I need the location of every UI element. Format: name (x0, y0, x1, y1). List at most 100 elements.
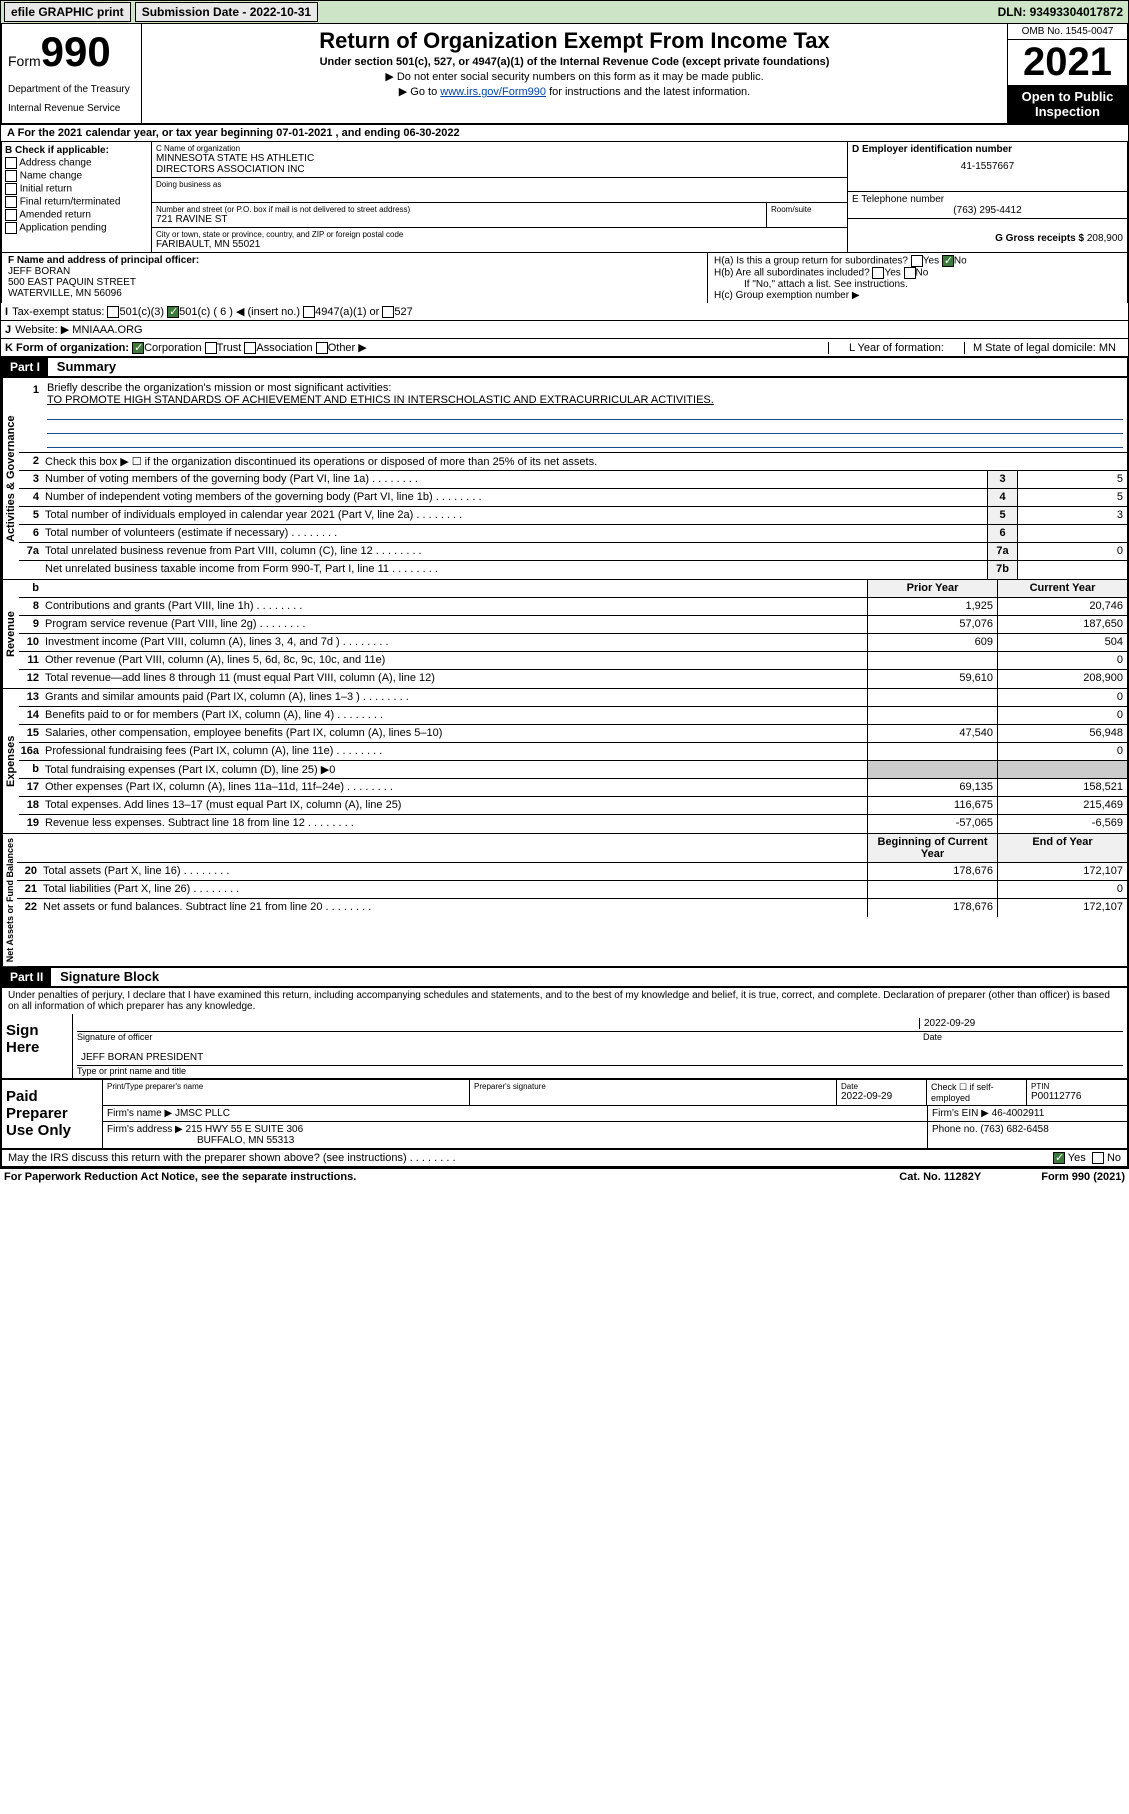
gross-cell: G Gross receipts $ 208,900 (848, 219, 1127, 246)
q2: Check this box ▶ ☐ if the organization d… (43, 453, 1127, 470)
f-h-grid: F Name and address of principal officer:… (0, 252, 1129, 303)
subdate-label: Submission Date - (142, 5, 250, 19)
k-trust[interactable] (205, 342, 217, 354)
h-b-note: If "No," attach a list. See instructions… (714, 279, 1121, 290)
ha-yes[interactable] (911, 255, 923, 267)
col-b: B Check if applicable: Address change Na… (2, 142, 152, 252)
activities-section: Activities & Governance 1 Briefly descri… (0, 378, 1129, 580)
tax-year: 2021 (1008, 40, 1127, 85)
cb-name[interactable]: Name change (5, 170, 148, 182)
i-501c3[interactable] (107, 306, 119, 318)
type-name-label: Type or print name and title (77, 1066, 1123, 1076)
l21: Total liabilities (Part X, line 26) (41, 881, 867, 898)
sig-officer-label: Signature of officer (77, 1032, 923, 1042)
officer-addr: 500 EAST PAQUIN STREET (8, 277, 701, 288)
f-cell: F Name and address of principal officer:… (2, 253, 707, 303)
footer: For Paperwork Reduction Act Notice, see … (0, 1168, 1129, 1185)
l15: Salaries, other compensation, employee b… (43, 725, 867, 742)
part1-label: Part I (2, 358, 48, 376)
check-self: Check ☐ if self-employed (927, 1080, 1027, 1105)
may-irs-row: May the IRS discuss this return with the… (0, 1150, 1129, 1168)
l19p: -57,065 (867, 815, 997, 833)
paid-preparer-block: Paid Preparer Use Only Print/Type prepar… (0, 1080, 1129, 1150)
ein-val: 41-1557667 (852, 161, 1123, 172)
q5: Total number of individuals employed in … (43, 507, 987, 524)
cat-no: Cat. No. 11282Y (899, 1171, 981, 1183)
top-bar: efile GRAPHIC print Submission Date - 20… (0, 0, 1129, 24)
efile-btn[interactable]: efile GRAPHIC print (4, 2, 131, 22)
firm-phone: (763) 682-6458 (980, 1124, 1048, 1135)
vert-activities: Activities & Governance (2, 378, 19, 579)
col-prior: Prior Year (867, 580, 997, 597)
date-label: Date (923, 1032, 1123, 1042)
l11p (867, 652, 997, 669)
cb-final[interactable]: Final return/terminated (5, 196, 148, 208)
l16a: Professional fundraising fees (Part IX, … (43, 743, 867, 760)
cb-initial[interactable]: Initial return (5, 183, 148, 195)
l18c: 215,469 (997, 797, 1127, 814)
l12: Total revenue—add lines 8 through 11 (mu… (43, 670, 867, 688)
part2-header: Part II Signature Block (0, 968, 1129, 988)
form-990-label: Form 990 (2021) (1041, 1171, 1125, 1183)
ptin: P00112776 (1031, 1091, 1123, 1102)
mayirs-no[interactable] (1092, 1152, 1104, 1164)
main-title: Return of Organization Exempt From Incom… (146, 28, 1003, 54)
cb-amended[interactable]: Amended return (5, 209, 148, 221)
hb-yes[interactable] (872, 267, 884, 279)
vert-expenses: Expenses (2, 689, 19, 833)
l19: Revenue less expenses. Subtract line 18 … (43, 815, 867, 833)
l12c: 208,900 (997, 670, 1127, 688)
goto-post: for instructions and the latest informat… (546, 86, 750, 98)
l19c: -6,569 (997, 815, 1127, 833)
l22c: 172,107 (997, 899, 1127, 917)
l21c: 0 (997, 881, 1127, 898)
paperwork-notice: For Paperwork Reduction Act Notice, see … (4, 1171, 356, 1183)
d-label: D Employer identification number (852, 144, 1123, 155)
q4v: 5 (1017, 489, 1127, 506)
subdate-btn: Submission Date - 2022-10-31 (135, 2, 318, 22)
h-cell: H(a) Is this a group return for subordin… (707, 253, 1127, 303)
firm-name: JMSC PLLC (175, 1108, 230, 1119)
l13: Grants and similar amounts paid (Part IX… (43, 689, 867, 706)
mission-text: TO PROMOTE HIGH STANDARDS OF ACHIEVEMENT… (47, 394, 1123, 406)
i-501c[interactable] (167, 306, 179, 318)
k-assoc[interactable] (244, 342, 256, 354)
addr-label: Number and street (or P.O. box if mail i… (156, 205, 762, 214)
l12p: 59,610 (867, 670, 997, 688)
l13c: 0 (997, 689, 1127, 706)
irs-link[interactable]: www.irs.gov/Form990 (440, 86, 546, 98)
h-c: H(c) Group exemption number ▶ (714, 290, 1121, 301)
org-name-cell: C Name of organization MINNESOTA STATE H… (152, 142, 847, 178)
open2: Inspection (1010, 104, 1125, 119)
mayirs-yes[interactable] (1053, 1152, 1065, 1164)
ha-no[interactable] (942, 255, 954, 267)
cb-app[interactable]: Application pending (5, 222, 148, 234)
l8c: 20,746 (997, 598, 1127, 615)
k-other[interactable] (316, 342, 328, 354)
phone-cell: E Telephone number (763) 295-4412 (848, 192, 1127, 219)
l9c: 187,650 (997, 616, 1127, 633)
c-label: C Name of organization (156, 144, 843, 153)
hb-no[interactable] (904, 267, 916, 279)
k-corp[interactable] (132, 342, 144, 354)
row-j: J Website: ▶ MNIAAA.ORG (0, 321, 1129, 339)
dba-label: Doing business as (156, 180, 843, 189)
prep-name-label: Print/Type preparer's name (107, 1082, 465, 1091)
i-527[interactable] (382, 306, 394, 318)
room-label: Room/suite (771, 205, 843, 214)
street-addr: 721 RAVINE ST (156, 214, 762, 225)
l11: Other revenue (Part VIII, column (A), li… (43, 652, 867, 669)
part1-title: Summary (57, 359, 116, 374)
cb-addr[interactable]: Address change (5, 157, 148, 169)
firm-ein: 46-4002911 (992, 1108, 1045, 1119)
i-4947[interactable] (303, 306, 315, 318)
firm-addr2: BUFFALO, MN 55313 (107, 1135, 294, 1146)
org-name-2: DIRECTORS ASSOCIATION INC (156, 164, 843, 175)
form-word: Form (8, 53, 41, 69)
col-b-label: B Check if applicable: (5, 145, 148, 156)
form-number-col: Form990 Department of the Treasury Inter… (2, 24, 142, 123)
l15p: 47,540 (867, 725, 997, 742)
q1-label: Briefly describe the organization's miss… (47, 382, 1123, 394)
col-begin: Beginning of Current Year (867, 834, 997, 862)
website-label: Website: ▶ (15, 323, 69, 336)
